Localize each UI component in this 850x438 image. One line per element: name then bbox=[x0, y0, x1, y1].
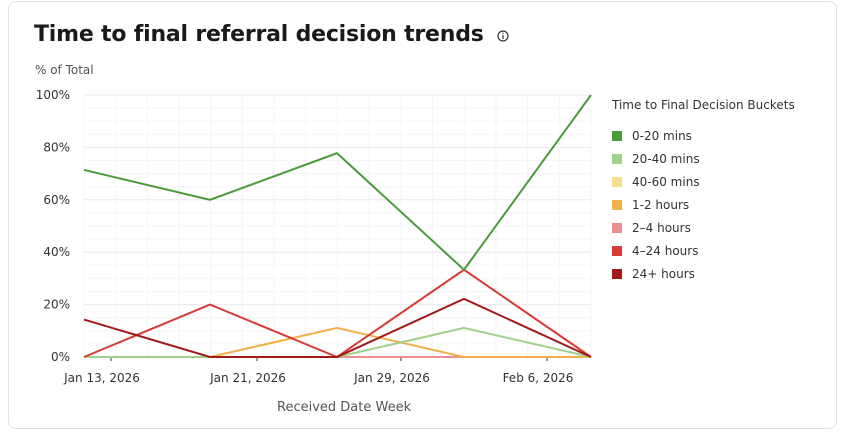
legend-item[interactable]: 2–4 hours bbox=[612, 216, 795, 239]
x-tick-label: Jan 21, 2026 bbox=[209, 371, 286, 385]
legend-item[interactable]: 40-60 mins bbox=[612, 170, 795, 193]
chart-title-text: Time to final referral decision trends bbox=[34, 22, 484, 47]
legend-title: Time to Final Decision Buckets bbox=[612, 98, 795, 112]
y-tick-label: 40% bbox=[43, 245, 70, 259]
legend-label: 40-60 mins bbox=[632, 174, 700, 189]
legend-label: 20-40 mins bbox=[632, 151, 700, 166]
x-tick-label: Jan 13, 2026 bbox=[63, 371, 140, 385]
x-tick-label: Jan 29, 2026 bbox=[353, 371, 430, 385]
y-tick-label: 100% bbox=[36, 88, 70, 102]
legend-label: 0-20 mins bbox=[632, 128, 692, 143]
legend-swatch bbox=[612, 153, 622, 164]
series-line-0-20-mins[interactable] bbox=[83, 94, 592, 272]
y-tick-label: 80% bbox=[43, 140, 70, 154]
info-icon[interactable] bbox=[497, 23, 509, 48]
legend-item[interactable]: 0-20 mins bbox=[612, 124, 795, 147]
y-tick-label: 20% bbox=[43, 298, 70, 312]
legend-swatch bbox=[612, 199, 622, 210]
legend-item[interactable]: 24+ hours bbox=[612, 262, 795, 285]
y-tick-label: 60% bbox=[43, 193, 70, 207]
legend-swatch bbox=[612, 268, 622, 279]
legend: Time to Final Decision Buckets 0-20 mins… bbox=[612, 98, 795, 285]
y-axis-label: % of Total bbox=[35, 63, 94, 77]
legend-item[interactable]: 20-40 mins bbox=[612, 147, 795, 170]
x-tick-label: Feb 6, 2026 bbox=[503, 371, 574, 385]
x-axis-label: Received Date Week bbox=[277, 400, 412, 415]
legend-swatch bbox=[612, 222, 622, 233]
series-line-24-hours[interactable] bbox=[83, 297, 592, 358]
legend-label: 24+ hours bbox=[632, 266, 695, 281]
legend-label: 2–4 hours bbox=[632, 220, 691, 235]
legend-swatch bbox=[612, 245, 622, 256]
legend-swatch bbox=[612, 130, 622, 141]
legend-item[interactable]: 4–24 hours bbox=[612, 239, 795, 262]
y-tick-label: 0% bbox=[51, 350, 70, 364]
legend-swatch bbox=[612, 176, 622, 187]
legend-item[interactable]: 1-2 hours bbox=[612, 193, 795, 216]
chart-title: Time to final referral decision trends bbox=[34, 22, 509, 48]
grid bbox=[83, 94, 592, 358]
legend-label: 1-2 hours bbox=[632, 197, 690, 212]
legend-label: 4–24 hours bbox=[632, 243, 699, 258]
